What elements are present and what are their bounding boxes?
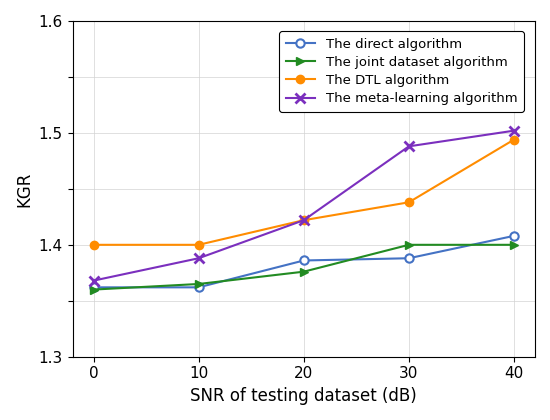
Line: The direct algorithm: The direct algorithm [90, 232, 518, 291]
The meta-learning algorithm [195, 256, 202, 261]
The meta-learning algorithm [90, 278, 97, 283]
Line: The joint dataset algorithm: The joint dataset algorithm [90, 241, 518, 294]
X-axis label: SNR of testing dataset (dB): SNR of testing dataset (dB) [190, 387, 417, 405]
The joint dataset algorithm [300, 269, 307, 274]
The direct algorithm [300, 258, 307, 263]
Legend: The direct algorithm, The joint dataset algorithm, The DTL algorithm, The meta-l: The direct algorithm, The joint dataset … [279, 31, 524, 112]
The joint dataset algorithm [90, 287, 97, 292]
The direct algorithm [511, 234, 518, 239]
The DTL algorithm [300, 218, 307, 223]
Y-axis label: KGR: KGR [15, 171, 33, 207]
The direct algorithm [195, 285, 202, 290]
The DTL algorithm [90, 242, 97, 247]
The meta-learning algorithm [511, 128, 518, 133]
The meta-learning algorithm [405, 144, 412, 149]
The meta-learning algorithm [300, 218, 307, 223]
The direct algorithm [90, 285, 97, 290]
Line: The meta-learning algorithm: The meta-learning algorithm [89, 126, 519, 286]
The DTL algorithm [405, 200, 412, 205]
Line: The DTL algorithm: The DTL algorithm [90, 136, 518, 249]
The direct algorithm [405, 256, 412, 261]
The DTL algorithm [511, 137, 518, 142]
The joint dataset algorithm [405, 242, 412, 247]
The joint dataset algorithm [511, 242, 518, 247]
The DTL algorithm [195, 242, 202, 247]
The joint dataset algorithm [195, 281, 202, 286]
